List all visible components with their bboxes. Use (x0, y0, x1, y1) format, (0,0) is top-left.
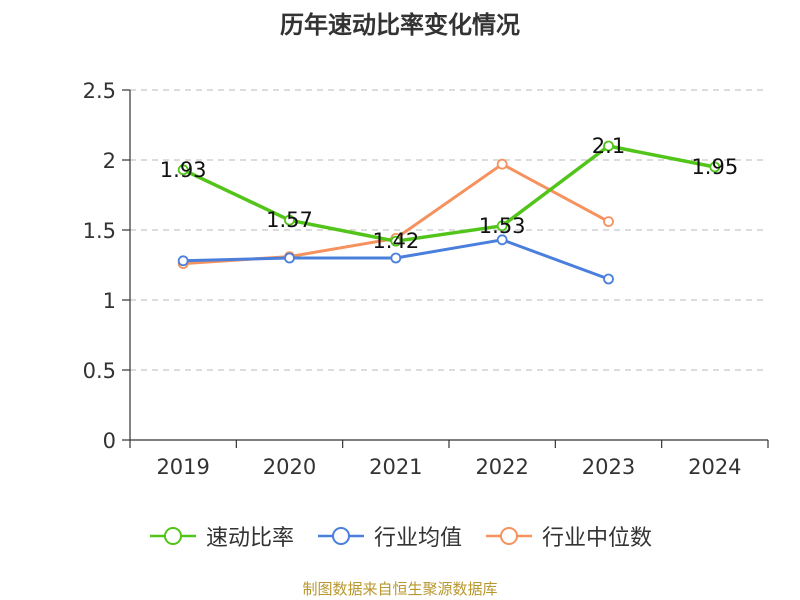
data-label: 1.93 (160, 158, 207, 182)
data-label: 2.1 (592, 134, 625, 158)
data-label: 1.53 (479, 214, 526, 238)
y-tick-label: 0.5 (83, 359, 116, 383)
chart-title: 历年速动比率变化情况 (280, 11, 520, 39)
legend-marker-icon (486, 527, 532, 545)
x-tick-label: 2024 (688, 455, 741, 479)
data-point (603, 273, 614, 285)
legend-item-series-1[interactable]: 行业均值 (316, 520, 462, 552)
data-point (177, 164, 189, 176)
x-tick-label: 2020 (263, 455, 316, 479)
legend-label: 行业均值 (373, 526, 462, 551)
legend-item-series-0[interactable]: 速动比率 (148, 520, 294, 552)
data-point (496, 234, 508, 246)
y-tick-label: 0 (103, 429, 116, 453)
data-point (390, 252, 402, 264)
data-point (284, 214, 295, 226)
y-tick-label: 1.5 (83, 219, 116, 243)
legend-item-series-2[interactable]: 行业中位数 (484, 520, 652, 552)
x-tick-label: 2021 (369, 455, 422, 479)
series-line (181, 144, 717, 243)
legend-label: 速动比率 (205, 526, 294, 551)
x-tick-label: 2022 (475, 455, 528, 479)
legend-marker-icon (317, 527, 364, 545)
data-point (603, 140, 614, 152)
x-tick-label: 2019 (156, 455, 209, 479)
data-point (709, 161, 721, 173)
legend: 速动比率 行业均值 行业中位数 (0, 520, 800, 552)
y-tick-label: 2 (103, 149, 116, 173)
data-point (496, 220, 508, 232)
legend-marker-icon (149, 527, 196, 545)
y-tick-label: 1 (103, 289, 116, 313)
data-label: 1.42 (372, 229, 419, 253)
x-tick-label: 2023 (582, 455, 635, 479)
data-point (284, 252, 295, 264)
data-point (390, 235, 402, 247)
data-label: 1.57 (266, 208, 313, 232)
source-note: 制图数据来自恒生聚源数据库 (302, 580, 498, 598)
data-label: 1.95 (691, 155, 738, 179)
data-point (603, 216, 614, 228)
data-point (496, 158, 508, 170)
data-point (177, 255, 189, 267)
legend-label: 行业中位数 (542, 526, 653, 551)
y-tick-label: 2.5 (83, 79, 116, 103)
